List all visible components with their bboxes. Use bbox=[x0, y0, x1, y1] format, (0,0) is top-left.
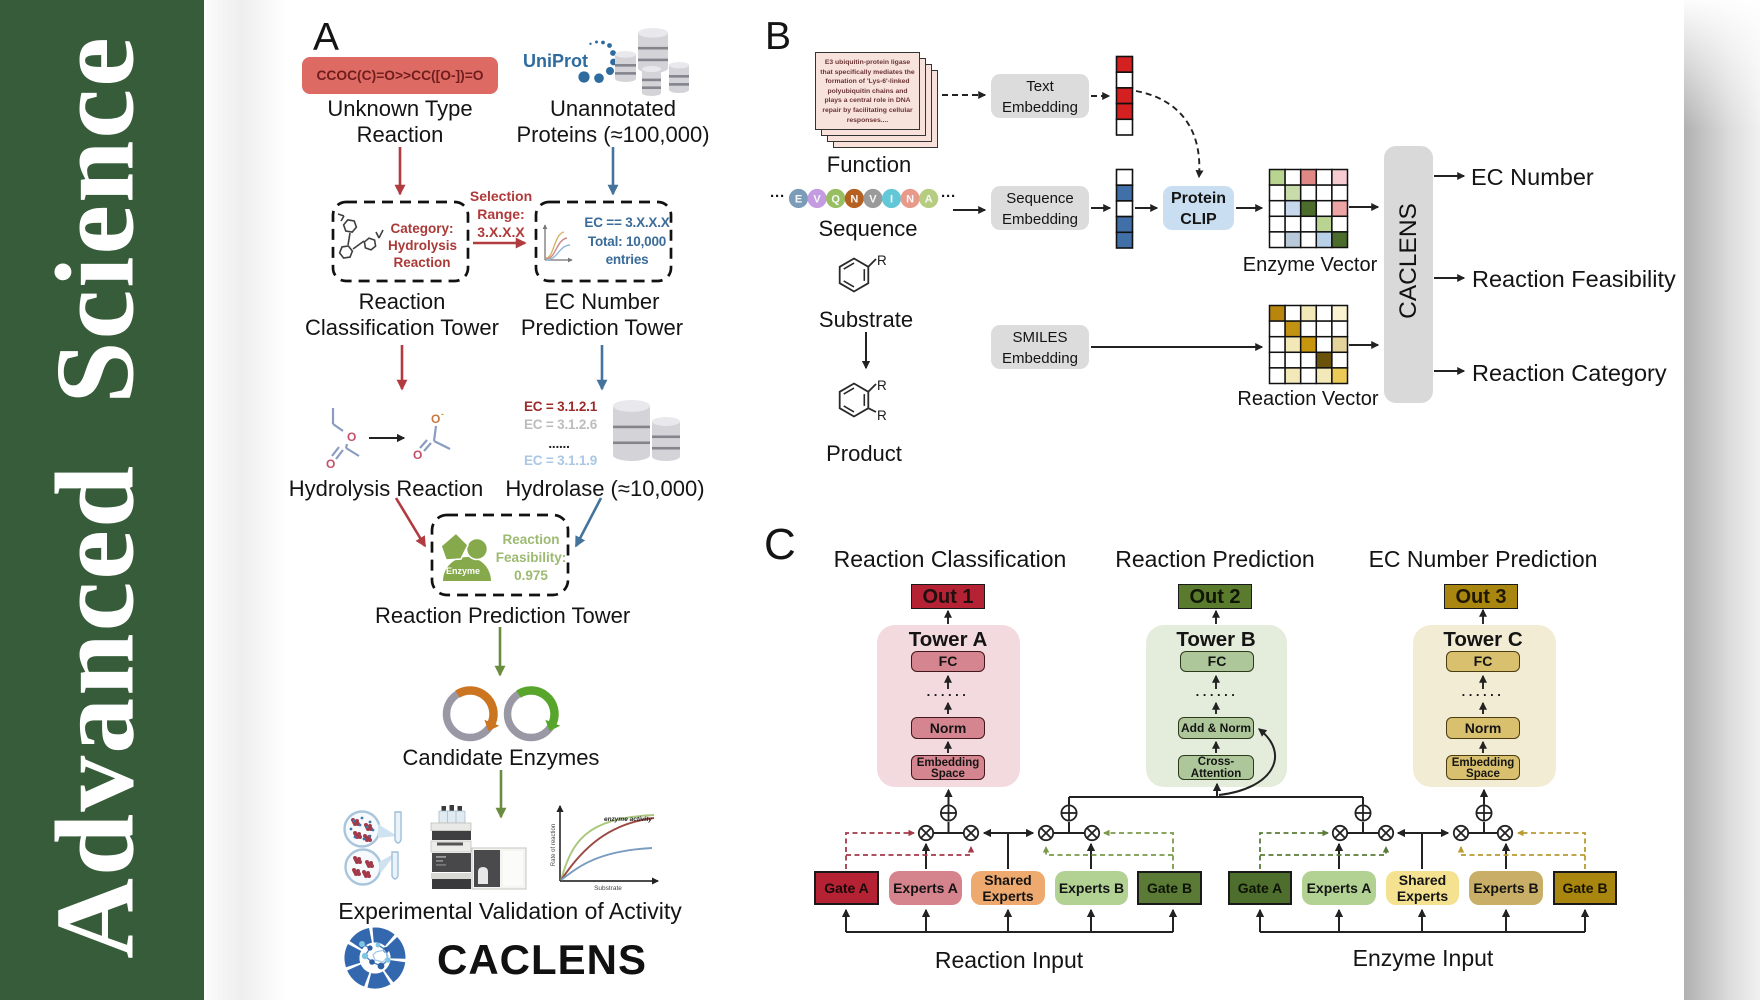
svg-text:O: O bbox=[413, 448, 422, 462]
svg-text:Rate of reaction: Rate of reaction bbox=[551, 824, 557, 866]
svg-text:V: V bbox=[813, 194, 821, 206]
svg-text:R: R bbox=[877, 378, 887, 393]
svg-text:N: N bbox=[906, 194, 914, 206]
svg-text:N: N bbox=[850, 194, 858, 206]
svg-text:Q: Q bbox=[831, 194, 840, 206]
svg-text:A: A bbox=[925, 194, 933, 206]
svg-text:O: O bbox=[326, 457, 335, 471]
svg-text:O: O bbox=[431, 412, 440, 426]
svg-text:R: R bbox=[877, 253, 887, 268]
svg-text:R: R bbox=[877, 408, 887, 423]
svg-text:enzyme activity: enzyme activity bbox=[604, 816, 652, 823]
svg-text:Enzyme: Enzyme bbox=[446, 566, 480, 576]
svg-text:O: O bbox=[347, 430, 356, 444]
svg-text:V: V bbox=[869, 194, 877, 206]
svg-text:E: E bbox=[795, 194, 802, 206]
svg-text:CACLENS: CACLENS bbox=[1395, 203, 1422, 319]
svg-text:Substrate: Substrate bbox=[594, 885, 622, 892]
svg-text:-: - bbox=[441, 409, 444, 419]
svg-text:I: I bbox=[890, 194, 893, 206]
